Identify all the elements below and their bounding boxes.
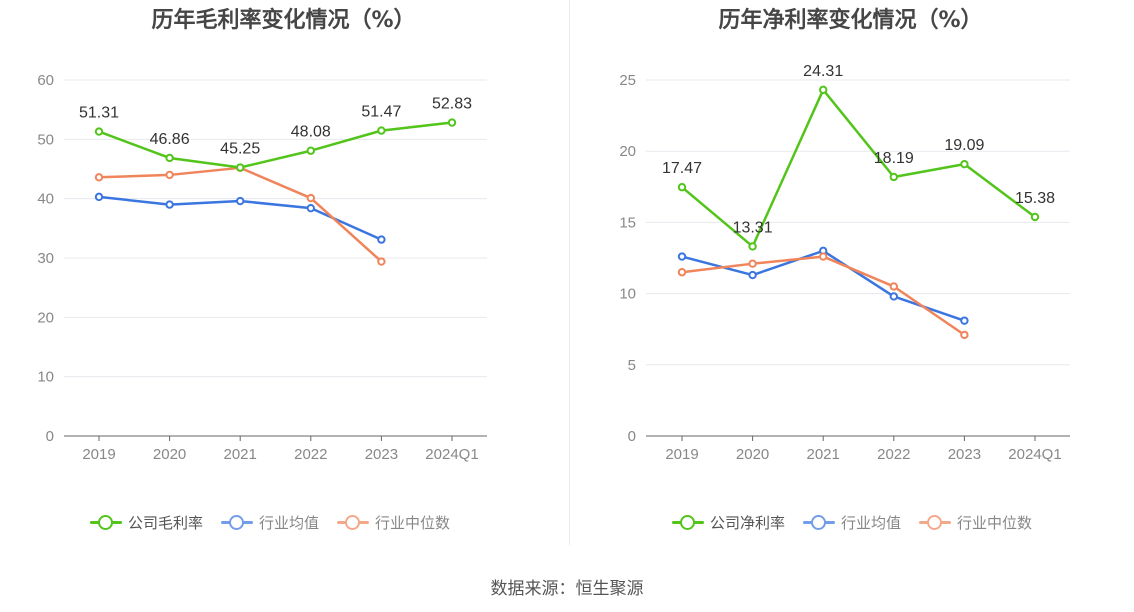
y-tick-label-net: 5 bbox=[628, 357, 636, 374]
legend-marker-industry-avg-icon bbox=[803, 514, 836, 530]
data-label-company-net: 24.31 bbox=[803, 63, 843, 80]
x-tick-label-gross: 2022 bbox=[294, 446, 327, 463]
data-point-company-net bbox=[960, 159, 969, 169]
legend-item-company-gross-margin[interactable]: 公司毛利率 bbox=[90, 512, 203, 533]
legend-net-margin: 公司净利率 行业均值 行业中位数 bbox=[672, 510, 1050, 534]
data-point-company-gross bbox=[306, 146, 315, 155]
data-point-industry_median-net bbox=[677, 268, 687, 277]
data-label-company-gross: 51.31 bbox=[79, 105, 119, 122]
y-tick-label-gross: 40 bbox=[37, 191, 54, 208]
data-point-industry_avg-net bbox=[677, 252, 687, 261]
series-line-industry_median-net bbox=[681, 255, 966, 336]
legend-label: 行业中位数 bbox=[375, 513, 451, 532]
y-tick-label-net: 15 bbox=[619, 214, 636, 231]
data-label-company-net: 17.47 bbox=[662, 160, 702, 177]
legend-label: 公司净利率 bbox=[710, 513, 786, 532]
y-tick-label-net: 20 bbox=[619, 143, 636, 160]
data-point-company-net bbox=[748, 242, 757, 251]
chart-title-net-margin: 历年净利率变化情况（%） bbox=[718, 8, 983, 33]
y-tick-label-net: 10 bbox=[619, 286, 636, 303]
data-point-company-gross bbox=[377, 126, 386, 135]
y-tick-label-net: 25 bbox=[619, 72, 636, 89]
series-line-industry_median-gross bbox=[98, 166, 383, 263]
data-point-industry_avg-net bbox=[960, 316, 969, 325]
x-tick-label-gross: 2023 bbox=[365, 446, 398, 463]
data-point-company-gross bbox=[94, 127, 104, 136]
series-line-company-gross bbox=[98, 121, 453, 169]
y-tick-label-gross: 50 bbox=[37, 131, 54, 148]
legend-marker-industry-median-icon bbox=[919, 514, 952, 530]
x-tick-label-net: 2019 bbox=[665, 446, 698, 463]
x-tick-label-net: 2020 bbox=[736, 446, 769, 463]
data-point-industry_avg-gross bbox=[94, 192, 104, 202]
data-label-company-gross: 52.83 bbox=[432, 96, 472, 113]
x-tick-label-net: 2022 bbox=[877, 446, 910, 463]
data-label-company-gross: 46.86 bbox=[150, 131, 190, 148]
data-point-company-gross bbox=[236, 163, 245, 172]
data-point-industry_median-net bbox=[819, 252, 828, 261]
data-source: 数据来源：恒生聚源 bbox=[490, 579, 644, 599]
data-point-company-net bbox=[677, 183, 687, 192]
data-point-industry_avg-gross bbox=[377, 235, 386, 244]
data-point-industry_median-net bbox=[960, 330, 969, 340]
data-point-industry_avg-gross bbox=[306, 203, 315, 213]
legend-marker-company-icon bbox=[672, 514, 704, 530]
panel-divider bbox=[569, 0, 570, 545]
series-line-company-net bbox=[681, 88, 1036, 248]
data-point-industry_avg-gross bbox=[165, 200, 174, 209]
legend-marker-company-icon bbox=[90, 514, 122, 530]
y-tick-label-gross: 30 bbox=[37, 250, 54, 267]
data-point-industry_median-net bbox=[889, 282, 898, 291]
data-point-company-net bbox=[1030, 212, 1040, 222]
x-tick-label-gross: 2021 bbox=[224, 446, 257, 463]
x-tick-label-net: 2021 bbox=[807, 446, 840, 463]
legend-label: 行业均值 bbox=[841, 513, 902, 532]
data-label-company-net: 15.38 bbox=[1015, 190, 1055, 207]
legend-marker-industry-median-icon bbox=[337, 514, 370, 530]
legend-label: 行业中位数 bbox=[957, 513, 1033, 532]
x-tick-label-net: 2023 bbox=[948, 446, 981, 463]
x-tick-label-gross: 2020 bbox=[153, 446, 186, 463]
data-point-industry_avg-gross bbox=[236, 196, 245, 206]
series-line-industry_avg-net bbox=[681, 249, 965, 322]
data-point-industry_median-net bbox=[748, 259, 757, 268]
x-tick-label-net: 2024Q1 bbox=[1008, 446, 1061, 463]
data-point-company-net bbox=[819, 85, 828, 95]
data-label-company-gross: 48.08 bbox=[291, 124, 331, 141]
data-point-company-gross bbox=[165, 153, 174, 163]
y-tick-label-net: 0 bbox=[628, 428, 636, 445]
data-label-company-gross: 45.25 bbox=[220, 141, 260, 158]
legend-gross-margin: 公司毛利率 行业均值 行业中位数 bbox=[90, 510, 468, 534]
data-label-company-net: 18.19 bbox=[874, 150, 914, 167]
data-point-industry_median-gross bbox=[165, 170, 174, 180]
legend-item-company-net-margin[interactable]: 公司净利率 bbox=[672, 512, 785, 533]
legend-item-industry-median[interactable]: 行业中位数 bbox=[919, 512, 1032, 533]
data-point-company-gross bbox=[447, 118, 457, 127]
legend-item-industry-avg[interactable]: 行业均值 bbox=[221, 512, 319, 533]
legend-marker-industry-avg-icon bbox=[221, 514, 254, 530]
y-tick-label-gross: 20 bbox=[37, 309, 54, 326]
data-point-industry_median-gross bbox=[94, 173, 104, 182]
y-tick-label-gross: 10 bbox=[37, 369, 54, 386]
x-tick-label-gross: 2024Q1 bbox=[425, 446, 478, 463]
data-point-industry_median-gross bbox=[306, 193, 315, 203]
data-point-industry_median-gross bbox=[377, 257, 386, 266]
legend-label: 行业均值 bbox=[259, 513, 320, 532]
y-tick-label-gross: 0 bbox=[46, 428, 54, 445]
x-tick-label-gross: 2019 bbox=[82, 446, 115, 463]
legend-item-industry-avg[interactable]: 行业均值 bbox=[803, 512, 901, 533]
data-label-company-gross: 51.47 bbox=[361, 104, 401, 121]
data-point-industry_avg-net bbox=[889, 292, 898, 301]
chart-title-gross-margin: 历年毛利率变化情况（%） bbox=[151, 8, 416, 33]
data-point-industry_avg-net bbox=[748, 270, 757, 280]
legend-item-industry-median[interactable]: 行业中位数 bbox=[337, 512, 450, 533]
data-point-company-net bbox=[889, 172, 898, 182]
data-label-company-net: 19.09 bbox=[944, 137, 984, 154]
y-tick-label-gross: 60 bbox=[37, 72, 54, 89]
legend-label: 公司毛利率 bbox=[128, 513, 204, 532]
data-label-company-net: 13.31 bbox=[733, 219, 773, 236]
